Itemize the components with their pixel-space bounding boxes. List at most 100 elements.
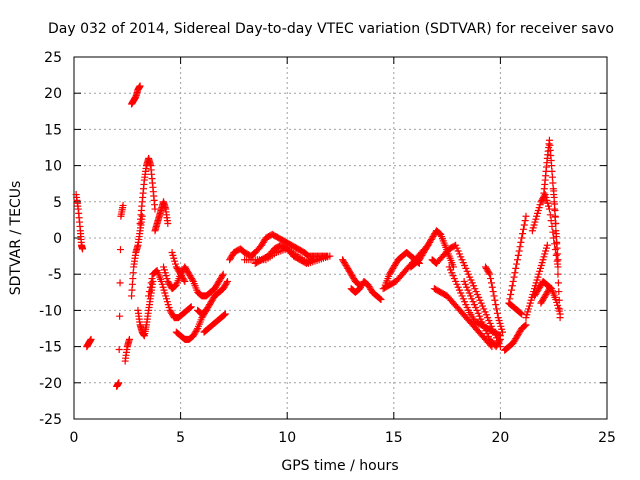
data-point	[492, 301, 500, 309]
series-arc14	[181, 263, 227, 300]
x-tick-labels: 0 5 10 15 20 25	[70, 430, 616, 446]
series-arc30	[501, 321, 530, 354]
data-point	[221, 311, 229, 319]
series-arc35	[531, 277, 564, 318]
data-point	[554, 270, 562, 278]
data-point	[550, 187, 558, 195]
data-point	[326, 252, 334, 260]
data-point	[488, 283, 496, 291]
data-point	[152, 267, 160, 275]
series-arc04	[121, 335, 133, 365]
series-arc31	[505, 212, 530, 307]
x-axis-label: GPS time / hours	[281, 458, 398, 474]
data-point	[223, 279, 231, 287]
data-point	[554, 279, 562, 287]
series-arc19	[251, 241, 317, 267]
data-point	[551, 246, 559, 254]
data-point	[550, 193, 558, 201]
series-arc10	[151, 198, 172, 235]
data-point	[79, 245, 87, 253]
data-point	[512, 264, 520, 272]
series-arc06	[128, 212, 146, 300]
data-point	[219, 270, 227, 278]
data-point	[556, 314, 564, 322]
x-tick-label: 0	[70, 430, 79, 446]
series-arc37	[550, 187, 564, 322]
series-arc29	[481, 263, 507, 336]
data-point	[125, 335, 133, 343]
data-point	[517, 309, 525, 317]
data-point	[136, 82, 144, 90]
data-point	[508, 282, 516, 290]
data-point	[193, 326, 201, 334]
series-arc03	[113, 201, 127, 390]
y-tick-label: 0	[53, 231, 62, 247]
data-points	[72, 82, 564, 390]
data-point	[507, 290, 515, 298]
data-point	[518, 234, 526, 242]
data-point	[224, 277, 232, 285]
y-tick-label: -25	[39, 412, 62, 428]
data-point	[186, 304, 194, 312]
data-point	[145, 288, 153, 296]
data-point	[514, 251, 522, 259]
series-arc20	[339, 256, 364, 289]
data-point	[554, 260, 562, 268]
series-arc32	[505, 299, 526, 318]
data-point	[551, 206, 559, 214]
data-point	[164, 220, 172, 228]
series-arc02	[83, 335, 95, 351]
y-tick-label: 20	[44, 86, 62, 102]
data-point	[551, 213, 559, 221]
axis-ticks	[73, 56, 608, 420]
data-point	[493, 309, 501, 317]
data-point	[545, 285, 553, 293]
data-point	[515, 247, 523, 255]
data-point	[220, 311, 228, 319]
data-point	[499, 328, 507, 336]
data-point	[496, 335, 504, 343]
series-arc26	[430, 285, 496, 351]
data-point	[553, 250, 561, 258]
series-arc08	[136, 154, 159, 228]
series-arc21	[347, 277, 385, 304]
data-point	[551, 200, 559, 208]
data-point	[485, 269, 493, 277]
grid	[74, 57, 607, 419]
data-point	[119, 201, 127, 209]
data-point	[148, 275, 156, 283]
chart-title: Day 032 of 2014, Sidereal Day-to-day VTE…	[48, 21, 614, 37]
data-point	[486, 270, 494, 278]
data-point	[553, 240, 561, 248]
data-point	[552, 230, 560, 238]
data-point	[489, 288, 497, 296]
data-point	[490, 292, 498, 300]
data-point	[309, 256, 317, 264]
series-arc16	[200, 310, 229, 336]
data-point	[521, 322, 529, 330]
y-axis-label: SDTVAR / TECUs	[8, 181, 24, 296]
series-arc15	[194, 277, 232, 318]
data-point	[491, 296, 499, 304]
data-point	[518, 310, 526, 318]
data-point	[376, 295, 384, 303]
series-arc09	[145, 267, 195, 322]
data-point	[171, 283, 179, 291]
y-tick-label: 10	[44, 159, 62, 175]
y-tick-label: -5	[48, 267, 62, 283]
data-point	[116, 279, 124, 287]
data-point	[522, 321, 530, 329]
data-point	[516, 243, 524, 251]
y-tick-label: -20	[39, 376, 62, 392]
y-tick-label: 5	[53, 195, 62, 211]
data-point	[511, 269, 519, 277]
data-point	[521, 217, 529, 225]
data-point	[187, 303, 195, 311]
data-point	[186, 304, 194, 312]
data-point	[116, 312, 124, 320]
data-point	[546, 211, 554, 219]
data-point	[487, 279, 495, 287]
data-point	[513, 256, 521, 264]
data-point	[435, 229, 443, 237]
data-point	[549, 228, 557, 236]
